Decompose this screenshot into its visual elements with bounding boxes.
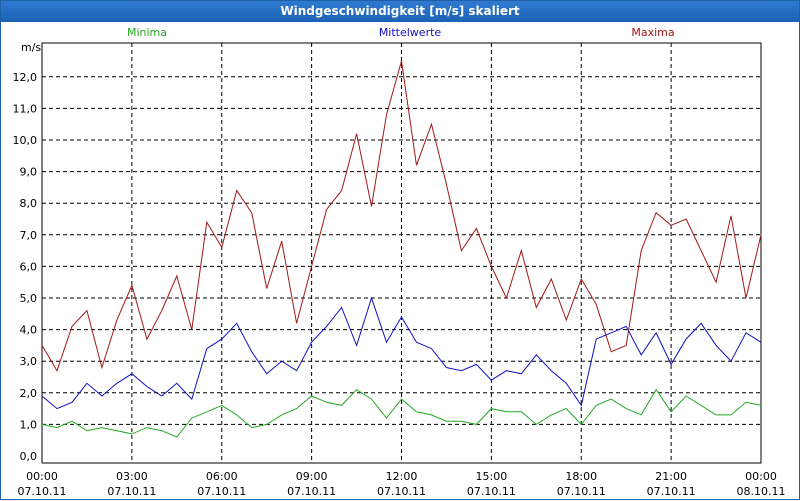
y-tick-label: 11,0 — [13, 102, 38, 115]
x-tick-time-label: 00:00 — [745, 470, 777, 483]
legend-entry-minima: Minima — [127, 26, 167, 39]
y-tick-label: 6,0 — [20, 260, 38, 273]
y-tick-label: 4,0 — [20, 324, 38, 337]
x-tick-date-label: 07.10.11 — [18, 485, 67, 498]
series-line-maxima — [41, 60, 762, 372]
x-tick-time-label: 06:00 — [206, 470, 238, 483]
x-tick-date-label: 07.10.11 — [557, 485, 606, 498]
x-tick-date-label: 07.10.11 — [107, 485, 156, 498]
x-tick-time-label: 21:00 — [655, 470, 687, 483]
y-tick-label: 0,0 — [20, 450, 38, 463]
window-title: Windgeschwindigkeit [m/s] skaliert — [1, 1, 799, 22]
x-tick-time-label: 09:00 — [296, 470, 328, 483]
y-tick-label: 12,0 — [13, 71, 38, 84]
y-axis-label: m/s — [21, 41, 41, 54]
y-tick-label: 1,0 — [20, 418, 38, 431]
y-tick-label: 10,0 — [13, 134, 38, 147]
y-tick-label: 8,0 — [20, 197, 38, 210]
series-line-minima — [41, 388, 762, 438]
series-line-mittelwerte — [41, 296, 762, 410]
x-tick-date-label: 07.10.11 — [377, 485, 426, 498]
y-tick-label: 3,0 — [20, 355, 38, 368]
y-tick-label: 2,0 — [20, 387, 38, 400]
x-tick-time-label: 18:00 — [565, 470, 597, 483]
x-tick-date-label: 07.10.11 — [647, 485, 696, 498]
x-tick-time-label: 15:00 — [476, 470, 508, 483]
legend-entry-mittelwerte: Mittelwerte — [379, 26, 442, 39]
x-tick-time-label: 00:00 — [26, 470, 58, 483]
y-tick-label: 9,0 — [20, 166, 38, 179]
x-tick-date-label: 08.10.11 — [737, 485, 786, 498]
y-tick-label: 5,0 — [20, 292, 38, 305]
x-tick-date-label: 07.10.11 — [467, 485, 516, 498]
y-tick-label: 7,0 — [20, 229, 38, 242]
x-tick-date-label: 07.10.11 — [197, 485, 246, 498]
x-tick-date-label: 07.10.11 — [287, 485, 336, 498]
x-tick-time-label: 03:00 — [116, 470, 148, 483]
legend-entry-maxima: Maxima — [631, 26, 674, 39]
x-tick-time-label: 12:00 — [386, 470, 418, 483]
